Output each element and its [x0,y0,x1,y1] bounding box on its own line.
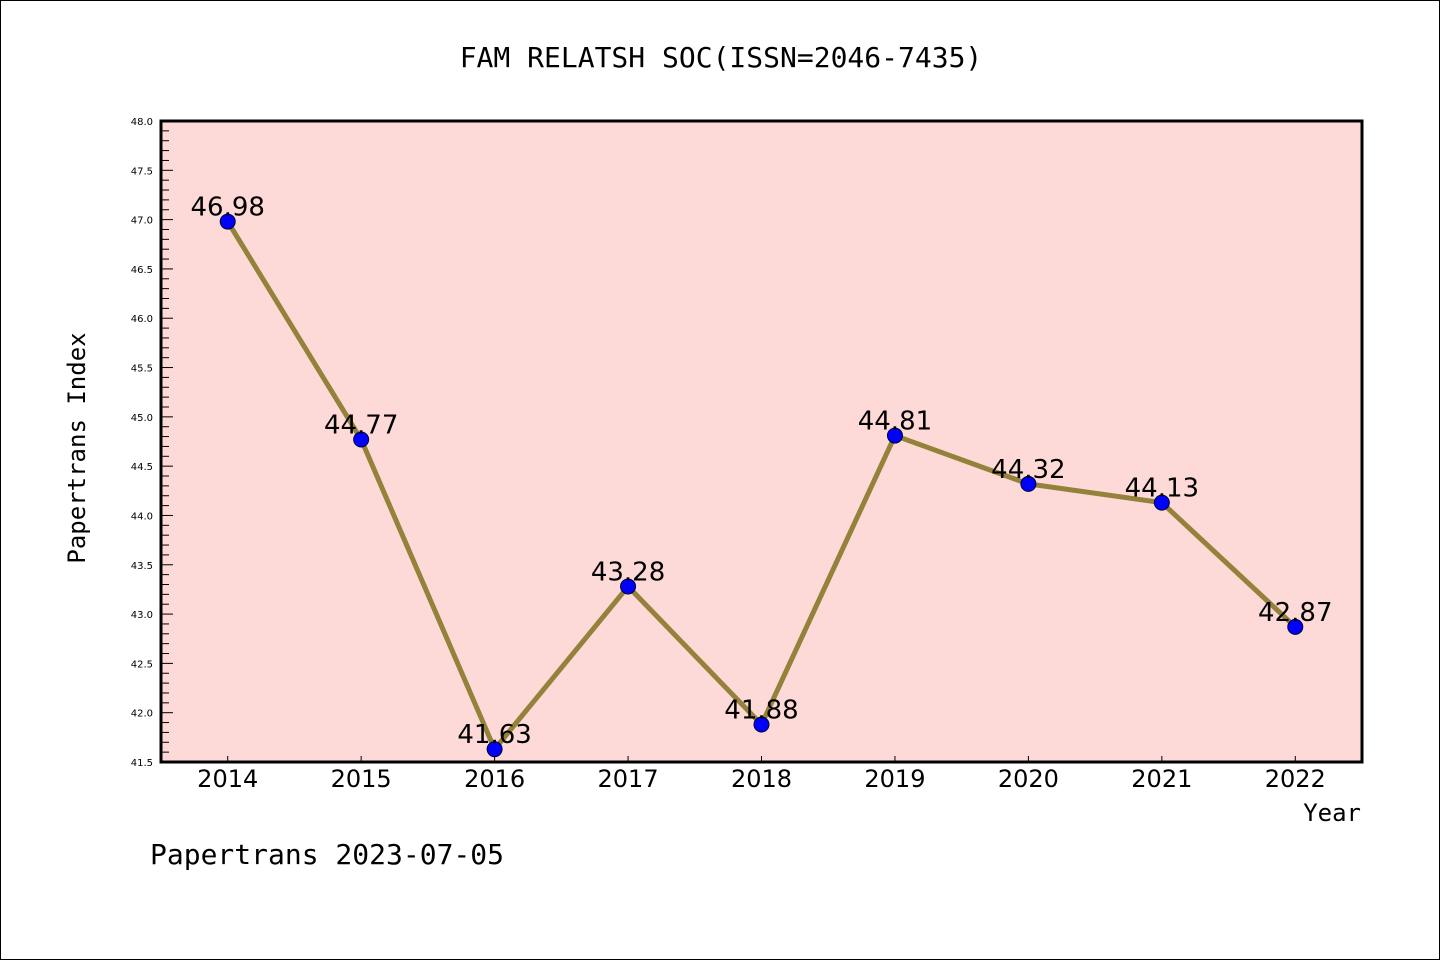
y-tick-label: 44.5 [131,462,153,473]
data-label: 42.87 [1258,598,1332,628]
data-label: 44.81 [858,407,932,437]
data-label: 41.63 [457,720,531,750]
y-tick-label: 46.0 [131,314,153,325]
x-tick-label: 2022 [1265,765,1326,793]
y-tick-label: 43.5 [131,561,153,572]
y-tick-label: 42.5 [131,659,153,670]
data-label: 41.88 [724,696,798,726]
data-point [1153,494,1170,511]
x-tick-label: 2020 [998,765,1059,793]
footer-note: Papertrans 2023-07-05 [150,838,504,871]
x-tick-label: 2016 [464,765,525,793]
x-tick-label: 2017 [598,765,659,793]
y-tick-label: 48.0 [131,117,153,128]
data-point [753,716,770,733]
y-tick-label: 44.0 [131,511,153,522]
data-label: 44.32 [991,455,1065,485]
y-axis-label: Papertrans Index [63,332,91,563]
y-tick-label: 41.5 [131,758,153,769]
data-point [1287,618,1304,635]
x-axis-label: Year [1303,799,1361,827]
y-tick-label: 43.0 [131,610,153,621]
data-point [1020,475,1037,492]
data-point [886,427,903,444]
data-label: 44.13 [1125,474,1199,504]
data-label: 43.28 [591,557,665,587]
x-tick-label: 2015 [331,765,392,793]
data-point [353,431,370,448]
data-label: 46.98 [191,193,265,223]
data-point [486,741,503,758]
x-tick-label: 2014 [197,765,258,793]
y-tick-label: 45.0 [131,413,153,424]
y-tick-label: 47.5 [131,166,153,177]
y-tick-label: 45.5 [131,364,153,375]
data-point [219,213,236,230]
plot-area [161,121,1362,762]
data-point [620,578,637,595]
y-tick-label: 47.0 [131,216,153,227]
chart-title: FAM RELATSH SOC(ISSN=2046-7435) [460,41,983,74]
data-label: 44.77 [324,411,398,441]
plot-frame [159,119,1364,764]
y-tick-label: 46.5 [131,265,153,276]
x-tick-label: 2019 [864,765,925,793]
x-tick-label: 2018 [731,765,792,793]
x-tick-label: 2021 [1131,765,1192,793]
y-tick-label: 42.0 [131,709,153,720]
